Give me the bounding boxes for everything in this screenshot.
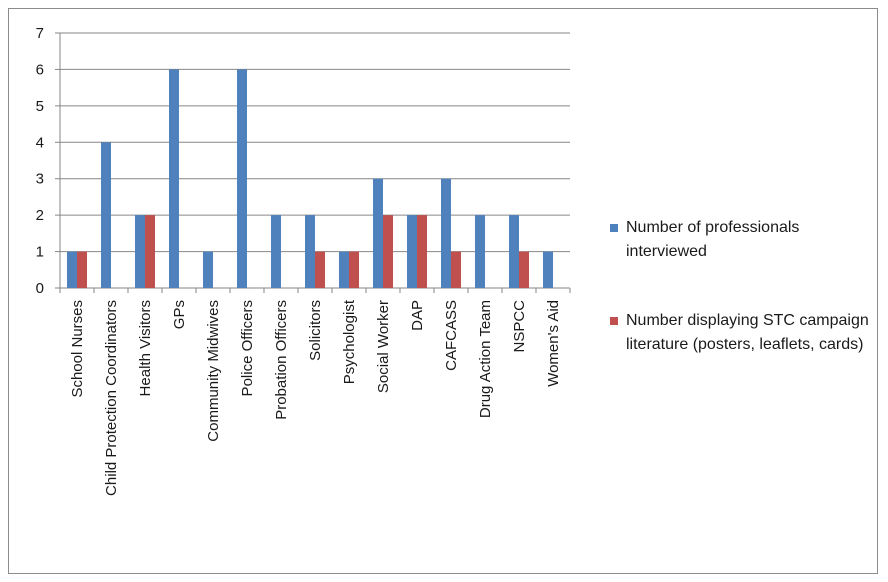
x-category-label: Community Midwives [205,300,222,442]
bar-series-1 [237,69,247,288]
bar-series-1 [67,251,77,288]
x-category-label: School Nurses [69,300,86,398]
bar-series-1 [305,215,315,288]
bar-series-2 [451,251,461,288]
x-category-label: Drug Action Team [477,300,494,418]
bar-series-1 [407,215,417,288]
bar-series-1 [441,178,451,288]
bar-series-1 [135,215,145,288]
x-category-label: CAFCASS [443,300,460,371]
bar-series-1 [101,142,111,288]
bar-series-1 [271,215,281,288]
y-tick-label: 5 [36,98,44,115]
y-tick-label: 1 [36,244,44,261]
legend-label-series-1: Number of professionals interviewed [626,219,800,260]
x-category-label: NSPCC [511,300,528,353]
legend-swatch-series-2 [610,317,618,325]
bar-series-2 [77,251,87,288]
y-tick-label: 0 [36,280,44,297]
x-category-label: Probation Officers [273,300,290,420]
legend-swatch-series-1 [610,224,618,232]
x-category-label: Health Visitors [137,300,154,396]
bar-series-2 [145,215,155,288]
chart-frame [8,8,878,574]
x-category-label: Social Worker [375,300,392,393]
y-tick-label: 4 [36,134,44,151]
legend-label-series-2: Number displaying STC campaign literatur… [626,312,869,353]
x-category-label: Psychologist [341,299,358,384]
y-tick-label: 3 [36,171,44,188]
bar-series-2 [349,251,359,288]
bar-series-1 [169,69,179,288]
y-tick-label: 6 [36,61,44,78]
bar-series-2 [315,251,325,288]
bar-series-1 [373,178,383,288]
bar-series-1 [543,251,553,288]
x-category-label: Child Protection Coordinators [103,300,120,496]
x-category-label: DAP [409,300,426,331]
x-category-label: Women's Aid [545,300,562,387]
bar-series-1 [509,215,519,288]
y-tick-label: 7 [36,25,44,42]
bar-series-1 [475,215,485,288]
bar-series-2 [383,215,393,288]
bar-series-2 [519,251,529,288]
x-category-label: Solicitors [307,300,324,361]
bar-series-1 [339,251,349,288]
bar-series-1 [203,251,213,288]
bar-series-2 [417,215,427,288]
x-category-label: GPs [171,300,188,329]
x-category-label: Police Officers [239,300,256,396]
y-tick-label: 2 [36,207,44,224]
